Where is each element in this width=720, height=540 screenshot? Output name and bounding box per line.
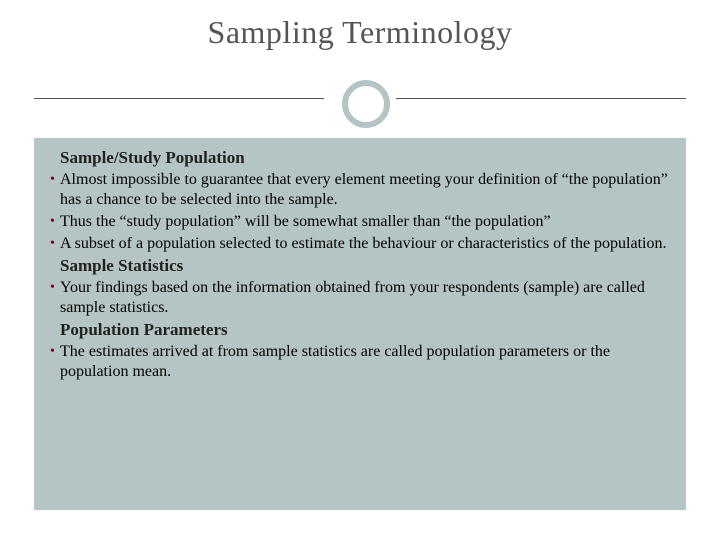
bullet-text: Almost impossible to guarantee that ever… xyxy=(60,170,680,210)
list-item: • Almost impossible to guarantee that ev… xyxy=(50,170,680,210)
list-item: • Thus the “study population” will be so… xyxy=(50,212,680,232)
heading-sample-statistics: Sample Statistics xyxy=(60,256,680,276)
divider-right xyxy=(396,98,686,99)
bullet-icon: • xyxy=(50,170,60,190)
body-area: Sample/Study Population • Almost impossi… xyxy=(50,146,680,384)
slide-title: Sampling Terminology xyxy=(0,14,720,51)
list-item: • A subset of a population selected to e… xyxy=(50,234,680,254)
title-ring-icon xyxy=(342,80,390,128)
divider-left xyxy=(34,98,324,99)
bullet-text: Your findings based on the information o… xyxy=(60,278,680,318)
bullet-icon: • xyxy=(50,212,60,232)
list-item: • Your findings based on the information… xyxy=(50,278,680,318)
bullet-icon: • xyxy=(50,278,60,298)
bullet-text: A subset of a population selected to est… xyxy=(60,234,680,254)
bullet-icon: • xyxy=(50,342,60,362)
heading-sample-study: Sample/Study Population xyxy=(60,148,680,168)
bullet-text: Thus the “study population” will be some… xyxy=(60,212,680,232)
heading-population-parameters: Population Parameters xyxy=(60,320,680,340)
slide: Sampling Terminology Sample/Study Popula… xyxy=(0,0,720,540)
list-item: • The estimates arrived at from sample s… xyxy=(50,342,680,382)
bullet-icon: • xyxy=(50,234,60,254)
bullet-text: The estimates arrived at from sample sta… xyxy=(60,342,680,382)
